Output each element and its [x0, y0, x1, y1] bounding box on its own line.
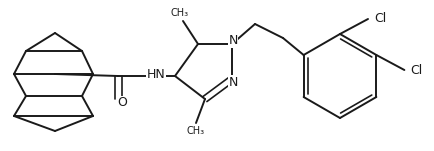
Text: O: O [117, 96, 127, 109]
Text: CH₃: CH₃ [187, 126, 205, 136]
Text: Cl: Cl [410, 64, 422, 77]
Text: CH₃: CH₃ [171, 8, 189, 18]
Text: HN: HN [147, 67, 165, 80]
Text: N: N [228, 76, 238, 88]
Text: Cl: Cl [374, 11, 386, 24]
Text: N: N [228, 34, 238, 48]
